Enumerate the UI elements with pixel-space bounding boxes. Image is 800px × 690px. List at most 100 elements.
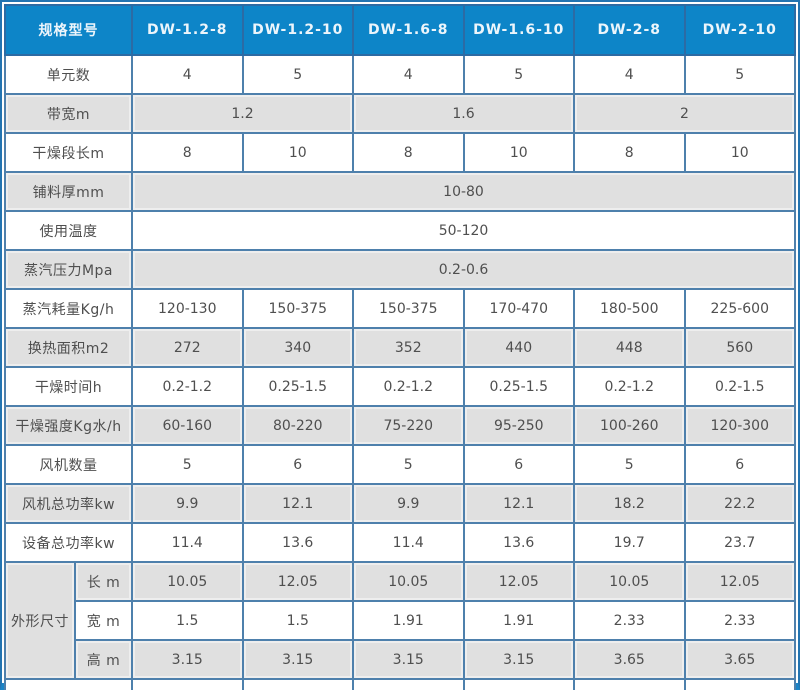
value-cell: 19.7 <box>573 522 686 563</box>
value-cell: 8 <box>573 132 686 173</box>
spec-row-steam-consumption: 蒸汽耗量Kg/h 120-130 150-375 150-375 170-470… <box>4 288 796 329</box>
spec-row-fan-count: 风机数量 5 6 5 6 5 6 <box>4 444 796 485</box>
value-cell: 75-220 <box>352 405 465 446</box>
value-cell: 6 <box>462 444 575 485</box>
value-cell: 5400 <box>352 678 465 690</box>
value-cell: 10.05 <box>131 561 244 602</box>
spec-row-heat-exchange-area: 换热面积m2 272 340 352 440 448 560 <box>4 327 796 368</box>
value-cell: 12.05 <box>683 561 796 602</box>
row-label: 使用温度 <box>4 210 133 251</box>
value-cell: 10 <box>683 132 796 173</box>
value-cell: 12.1 <box>241 483 354 524</box>
corner-header: 规格型号 <box>4 4 133 56</box>
value-cell: 60-160 <box>131 405 244 446</box>
value-cell: 95-250 <box>462 405 575 446</box>
value-cell: 120-300 <box>683 405 796 446</box>
value-cell: 0.25-1.5 <box>462 366 575 407</box>
value-cell: 8 <box>352 132 465 173</box>
row-label: 设备总功率kw <box>4 522 133 563</box>
row-label: 带宽m <box>4 93 133 134</box>
value-cell: 5 <box>683 54 796 95</box>
dimension-sub-label: 长 m <box>74 561 133 602</box>
value-cell: 12.05 <box>462 561 575 602</box>
value-cell: 0.2-1.2 <box>131 366 244 407</box>
value-cell: 340 <box>241 327 354 368</box>
value-cell: 80-220 <box>241 405 354 446</box>
model-column-header: DW-1.2-10 <box>241 4 354 56</box>
value-cell: 10 <box>241 132 354 173</box>
spec-row-fan-total-power: 风机总功率kw 9.9 12.1 9.9 12.1 18.2 22.2 <box>4 483 796 524</box>
row-label: 单元数 <box>4 54 133 95</box>
value-cell: 12.1 <box>462 483 575 524</box>
spec-row-units: 单元数 4 5 4 5 4 5 <box>4 54 796 95</box>
value-cell: 5 <box>131 444 244 485</box>
value-cell: 18.2 <box>573 483 686 524</box>
value-cell: 3.15 <box>462 639 575 680</box>
value-cell: 100-260 <box>573 405 686 446</box>
value-cell: 170-470 <box>462 288 575 329</box>
value-cell: 225-600 <box>683 288 796 329</box>
value-cell: 12.05 <box>241 561 354 602</box>
value-cell: 4800 <box>131 678 244 690</box>
value-cell: 2 <box>573 93 796 134</box>
value-cell: 2.33 <box>683 600 796 641</box>
value-cell: 180-500 <box>573 288 686 329</box>
value-cell: 440 <box>462 327 575 368</box>
value-cell: 150-375 <box>352 288 465 329</box>
value-cell: 11.4 <box>131 522 244 563</box>
row-label: 风机总功率kw <box>4 483 133 524</box>
value-cell: 9.9 <box>131 483 244 524</box>
row-label: 换热面积m2 <box>4 327 133 368</box>
value-cell: 0.2-0.6 <box>131 249 796 290</box>
value-cell: 5 <box>352 444 465 485</box>
model-column-header: DW-1.6-8 <box>352 4 465 56</box>
spec-row-drying-intensity: 干燥强度Kg水/h 60-160 80-220 75-220 95-250 10… <box>4 405 796 446</box>
value-cell: 13.6 <box>241 522 354 563</box>
spec-row-drying-section-length: 干燥段长m 8 10 8 10 8 10 <box>4 132 796 173</box>
value-cell: 10 <box>462 132 575 173</box>
spec-row-drying-time: 干燥时间h 0.2-1.2 0.25-1.5 0.2-1.2 0.25-1.5 … <box>4 366 796 407</box>
spec-row-material-thickness: 铺料厚mm 10-80 <box>4 171 796 212</box>
value-cell: 4 <box>131 54 244 95</box>
row-label: 干燥段长m <box>4 132 133 173</box>
spec-table: 规格型号 DW-1.2-8 DW-1.2-10 DW-1.6-8 DW-1.6-… <box>4 4 796 690</box>
value-cell: 10.05 <box>573 561 686 602</box>
model-column-header: DW-1.6-10 <box>462 4 575 56</box>
spec-row-operating-temperature: 使用温度 50-120 <box>4 210 796 251</box>
model-column-header: DW-1.2-8 <box>131 4 244 56</box>
value-cell: 4 <box>573 54 686 95</box>
value-cell: 272 <box>131 327 244 368</box>
value-cell: 1.91 <box>352 600 465 641</box>
model-column-header: DW-2-10 <box>683 4 796 56</box>
table-header-row: 规格型号 DW-1.2-8 DW-1.2-10 DW-1.6-8 DW-1.6-… <box>4 4 796 56</box>
spec-row-total-weight: 总重Kg 4800 5780 5400 6550 6350 7800 <box>4 678 796 690</box>
value-cell: 23.7 <box>683 522 796 563</box>
value-cell: 3.65 <box>683 639 796 680</box>
spec-row-equipment-total-power: 设备总功率kw 11.4 13.6 11.4 13.6 19.7 23.7 <box>4 522 796 563</box>
value-cell: 13.6 <box>462 522 575 563</box>
row-label: 干燥强度Kg水/h <box>4 405 133 446</box>
value-cell: 6350 <box>573 678 686 690</box>
row-label: 铺料厚mm <box>4 171 133 212</box>
value-cell: 5 <box>573 444 686 485</box>
value-cell: 0.2-1.2 <box>573 366 686 407</box>
dimension-sub-label: 宽 m <box>74 600 133 641</box>
value-cell: 9.9 <box>352 483 465 524</box>
value-cell: 5780 <box>241 678 354 690</box>
spec-row-steam-pressure: 蒸汽压力Mpa 0.2-0.6 <box>4 249 796 290</box>
value-cell: 50-120 <box>131 210 796 251</box>
value-cell: 8 <box>131 132 244 173</box>
spec-row-belt-width: 带宽m 1.2 1.6 2 <box>4 93 796 134</box>
row-label: 总重Kg <box>4 678 133 690</box>
row-label: 干燥时间h <box>4 366 133 407</box>
value-cell: 6 <box>241 444 354 485</box>
value-cell: 0.25-1.5 <box>241 366 354 407</box>
value-cell: 3.15 <box>352 639 465 680</box>
value-cell: 4 <box>352 54 465 95</box>
value-cell: 1.2 <box>131 93 354 134</box>
spec-row-dimension-height: 高 m 3.15 3.15 3.15 3.15 3.65 3.65 <box>5 639 796 680</box>
spec-row-dimension-width: 宽 m 1.5 1.5 1.91 1.91 2.33 2.33 <box>5 600 796 641</box>
row-label: 蒸汽压力Mpa <box>4 249 133 290</box>
dimension-sub-label: 高 m <box>74 639 133 680</box>
value-cell: 1.5 <box>241 600 354 641</box>
